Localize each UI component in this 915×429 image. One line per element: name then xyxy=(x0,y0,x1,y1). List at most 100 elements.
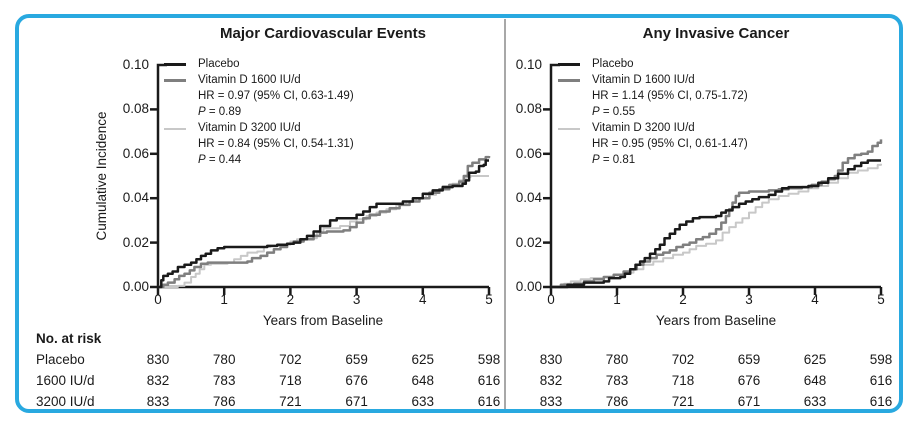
legend-label: Vitamin D 3200 IU/d xyxy=(198,122,301,134)
x-tick-label: 0 xyxy=(547,292,555,307)
legend-label: Vitamin D 1600 IU/d xyxy=(592,74,695,86)
x-tick-label: 4 xyxy=(419,292,427,307)
placebo-line-swatch xyxy=(164,63,186,66)
risk-value: 830 xyxy=(146,352,170,367)
x-tick-label: 2 xyxy=(286,292,295,307)
legend-hr-line: HR = 0.84 (95% CI, 0.54-1.31) xyxy=(164,136,354,152)
legend-entry-placebo: Placebo xyxy=(558,56,748,72)
left-legend: Placebo Vitamin D 1600 IU/d HR = 0.97 (9… xyxy=(164,56,354,168)
y-tick-label: 0.04 xyxy=(122,190,149,206)
risk-value: 830 xyxy=(539,352,563,367)
y-tick-label: 0.02 xyxy=(515,234,542,250)
hr-text: HR = 1.14 (95% CI, 0.75-1.72) xyxy=(592,90,748,102)
legend-p-line: P = 0.81 xyxy=(558,152,748,168)
risk-value: 671 xyxy=(345,394,368,409)
p-value: = 0.89 xyxy=(208,106,242,118)
risk-table-header: No. at risk xyxy=(36,331,102,346)
legend-hr-line: HR = 1.14 (95% CI, 0.75-1.72) xyxy=(558,88,748,104)
risk-value: 783 xyxy=(212,373,236,388)
y-tick-label: 0.08 xyxy=(515,101,542,117)
p-symbol: P xyxy=(198,154,206,166)
risk-value: 786 xyxy=(212,394,236,409)
risk-value: 598 xyxy=(477,352,501,367)
risk-value: 633 xyxy=(803,394,827,409)
y-tick-label: 0.06 xyxy=(122,145,149,161)
legend-entry-1600: Vitamin D 1600 IU/d xyxy=(164,72,354,88)
vitamin-d-1600-line-swatch xyxy=(558,79,580,82)
risk-value: 625 xyxy=(411,352,435,367)
risk-value: 702 xyxy=(279,352,302,367)
x-tick-label: 1 xyxy=(220,292,228,307)
p-value: = 0.55 xyxy=(602,106,636,118)
x-tick-label: 0 xyxy=(154,292,162,307)
x-tick-label: 5 xyxy=(485,292,493,307)
legend-entry-3200: Vitamin D 3200 IU/d xyxy=(164,120,354,136)
right-panel-title: Any Invasive Cancer xyxy=(642,25,790,42)
legend-p-line: P = 0.89 xyxy=(164,104,354,120)
legend-p-line: P = 0.44 xyxy=(164,152,354,168)
y-tick-label: 0.10 xyxy=(122,57,149,72)
legend-hr-line: HR = 0.95 (95% CI, 0.61-1.47) xyxy=(558,136,748,152)
risk-value: 676 xyxy=(737,373,761,388)
y-tick-label: 0.00 xyxy=(515,279,542,294)
risk-value: 832 xyxy=(539,373,563,388)
p-symbol: P xyxy=(198,106,206,118)
legend-label: Placebo xyxy=(198,58,240,70)
risk-value: 616 xyxy=(477,394,501,409)
risk-value: 718 xyxy=(279,373,302,388)
risk-value: 625 xyxy=(803,352,827,367)
p-value: = 0.44 xyxy=(208,154,242,166)
legend-label: Placebo xyxy=(592,58,634,70)
risk-row-label-placebo: Placebo xyxy=(36,352,85,367)
risk-value: 702 xyxy=(671,352,695,367)
risk-value: 648 xyxy=(411,373,435,388)
legend-label: Vitamin D 3200 IU/d xyxy=(592,122,695,134)
x-tick-label: 4 xyxy=(811,292,819,307)
p-symbol: P xyxy=(592,154,600,166)
risk-value: 721 xyxy=(671,394,695,409)
right-legend: Placebo Vitamin D 1600 IU/d HR = 1.14 (9… xyxy=(558,56,748,168)
risk-value: 633 xyxy=(411,394,435,409)
vitamin-d-1600-line-swatch xyxy=(164,79,186,82)
risk-value: 780 xyxy=(212,352,236,367)
hr-text: HR = 0.95 (95% CI, 0.61-1.47) xyxy=(592,138,748,150)
risk-value: 721 xyxy=(279,394,302,409)
risk-value: 832 xyxy=(146,373,170,388)
legend-hr-line: HR = 0.97 (95% CI, 0.63-1.49) xyxy=(164,88,354,104)
y-tick-label: 0.10 xyxy=(515,57,542,72)
risk-value: 616 xyxy=(477,373,501,388)
left-x-axis-title: Years from Baseline xyxy=(262,313,384,328)
risk-value: 648 xyxy=(803,373,827,388)
risk-value: 616 xyxy=(869,394,893,409)
right-x-axis-title: Years from Baseline xyxy=(655,313,777,328)
panel-divider xyxy=(504,19,506,409)
risk-value: 783 xyxy=(605,373,629,388)
x-tick-label: 2 xyxy=(679,292,687,307)
legend-entry-3200: Vitamin D 3200 IU/d xyxy=(558,120,748,136)
risk-value: 718 xyxy=(671,373,695,388)
risk-value: 671 xyxy=(737,394,761,409)
vitamin-d-3200-line-swatch xyxy=(164,128,186,130)
risk-value: 659 xyxy=(345,352,368,367)
legend-entry-placebo: Placebo xyxy=(164,56,354,72)
legend-label: Vitamin D 1600 IU/d xyxy=(198,74,301,86)
vitamin-d-3200-line-swatch xyxy=(558,128,580,130)
risk-value: 833 xyxy=(146,394,170,409)
left-panel-title: Major Cardiovascular Events xyxy=(220,25,426,42)
legend-entry-1600: Vitamin D 1600 IU/d xyxy=(558,72,748,88)
risk-value: 676 xyxy=(345,373,368,388)
x-tick-label: 3 xyxy=(745,292,753,307)
risk-row-label-3200: 3200 IU/d xyxy=(36,394,95,409)
legend-p-line: P = 0.55 xyxy=(558,104,748,120)
y-tick-label: 0.02 xyxy=(122,234,149,250)
x-tick-label: 3 xyxy=(352,292,361,307)
y-tick-label: 0.04 xyxy=(515,190,542,206)
risk-value: 833 xyxy=(539,394,563,409)
risk-value: 659 xyxy=(737,352,761,367)
x-tick-label: 1 xyxy=(613,292,621,307)
risk-value: 616 xyxy=(869,373,893,388)
hr-text: HR = 0.97 (95% CI, 0.63-1.49) xyxy=(198,90,354,102)
p-symbol: P xyxy=(592,106,600,118)
y-tick-label: 0.08 xyxy=(122,101,149,117)
